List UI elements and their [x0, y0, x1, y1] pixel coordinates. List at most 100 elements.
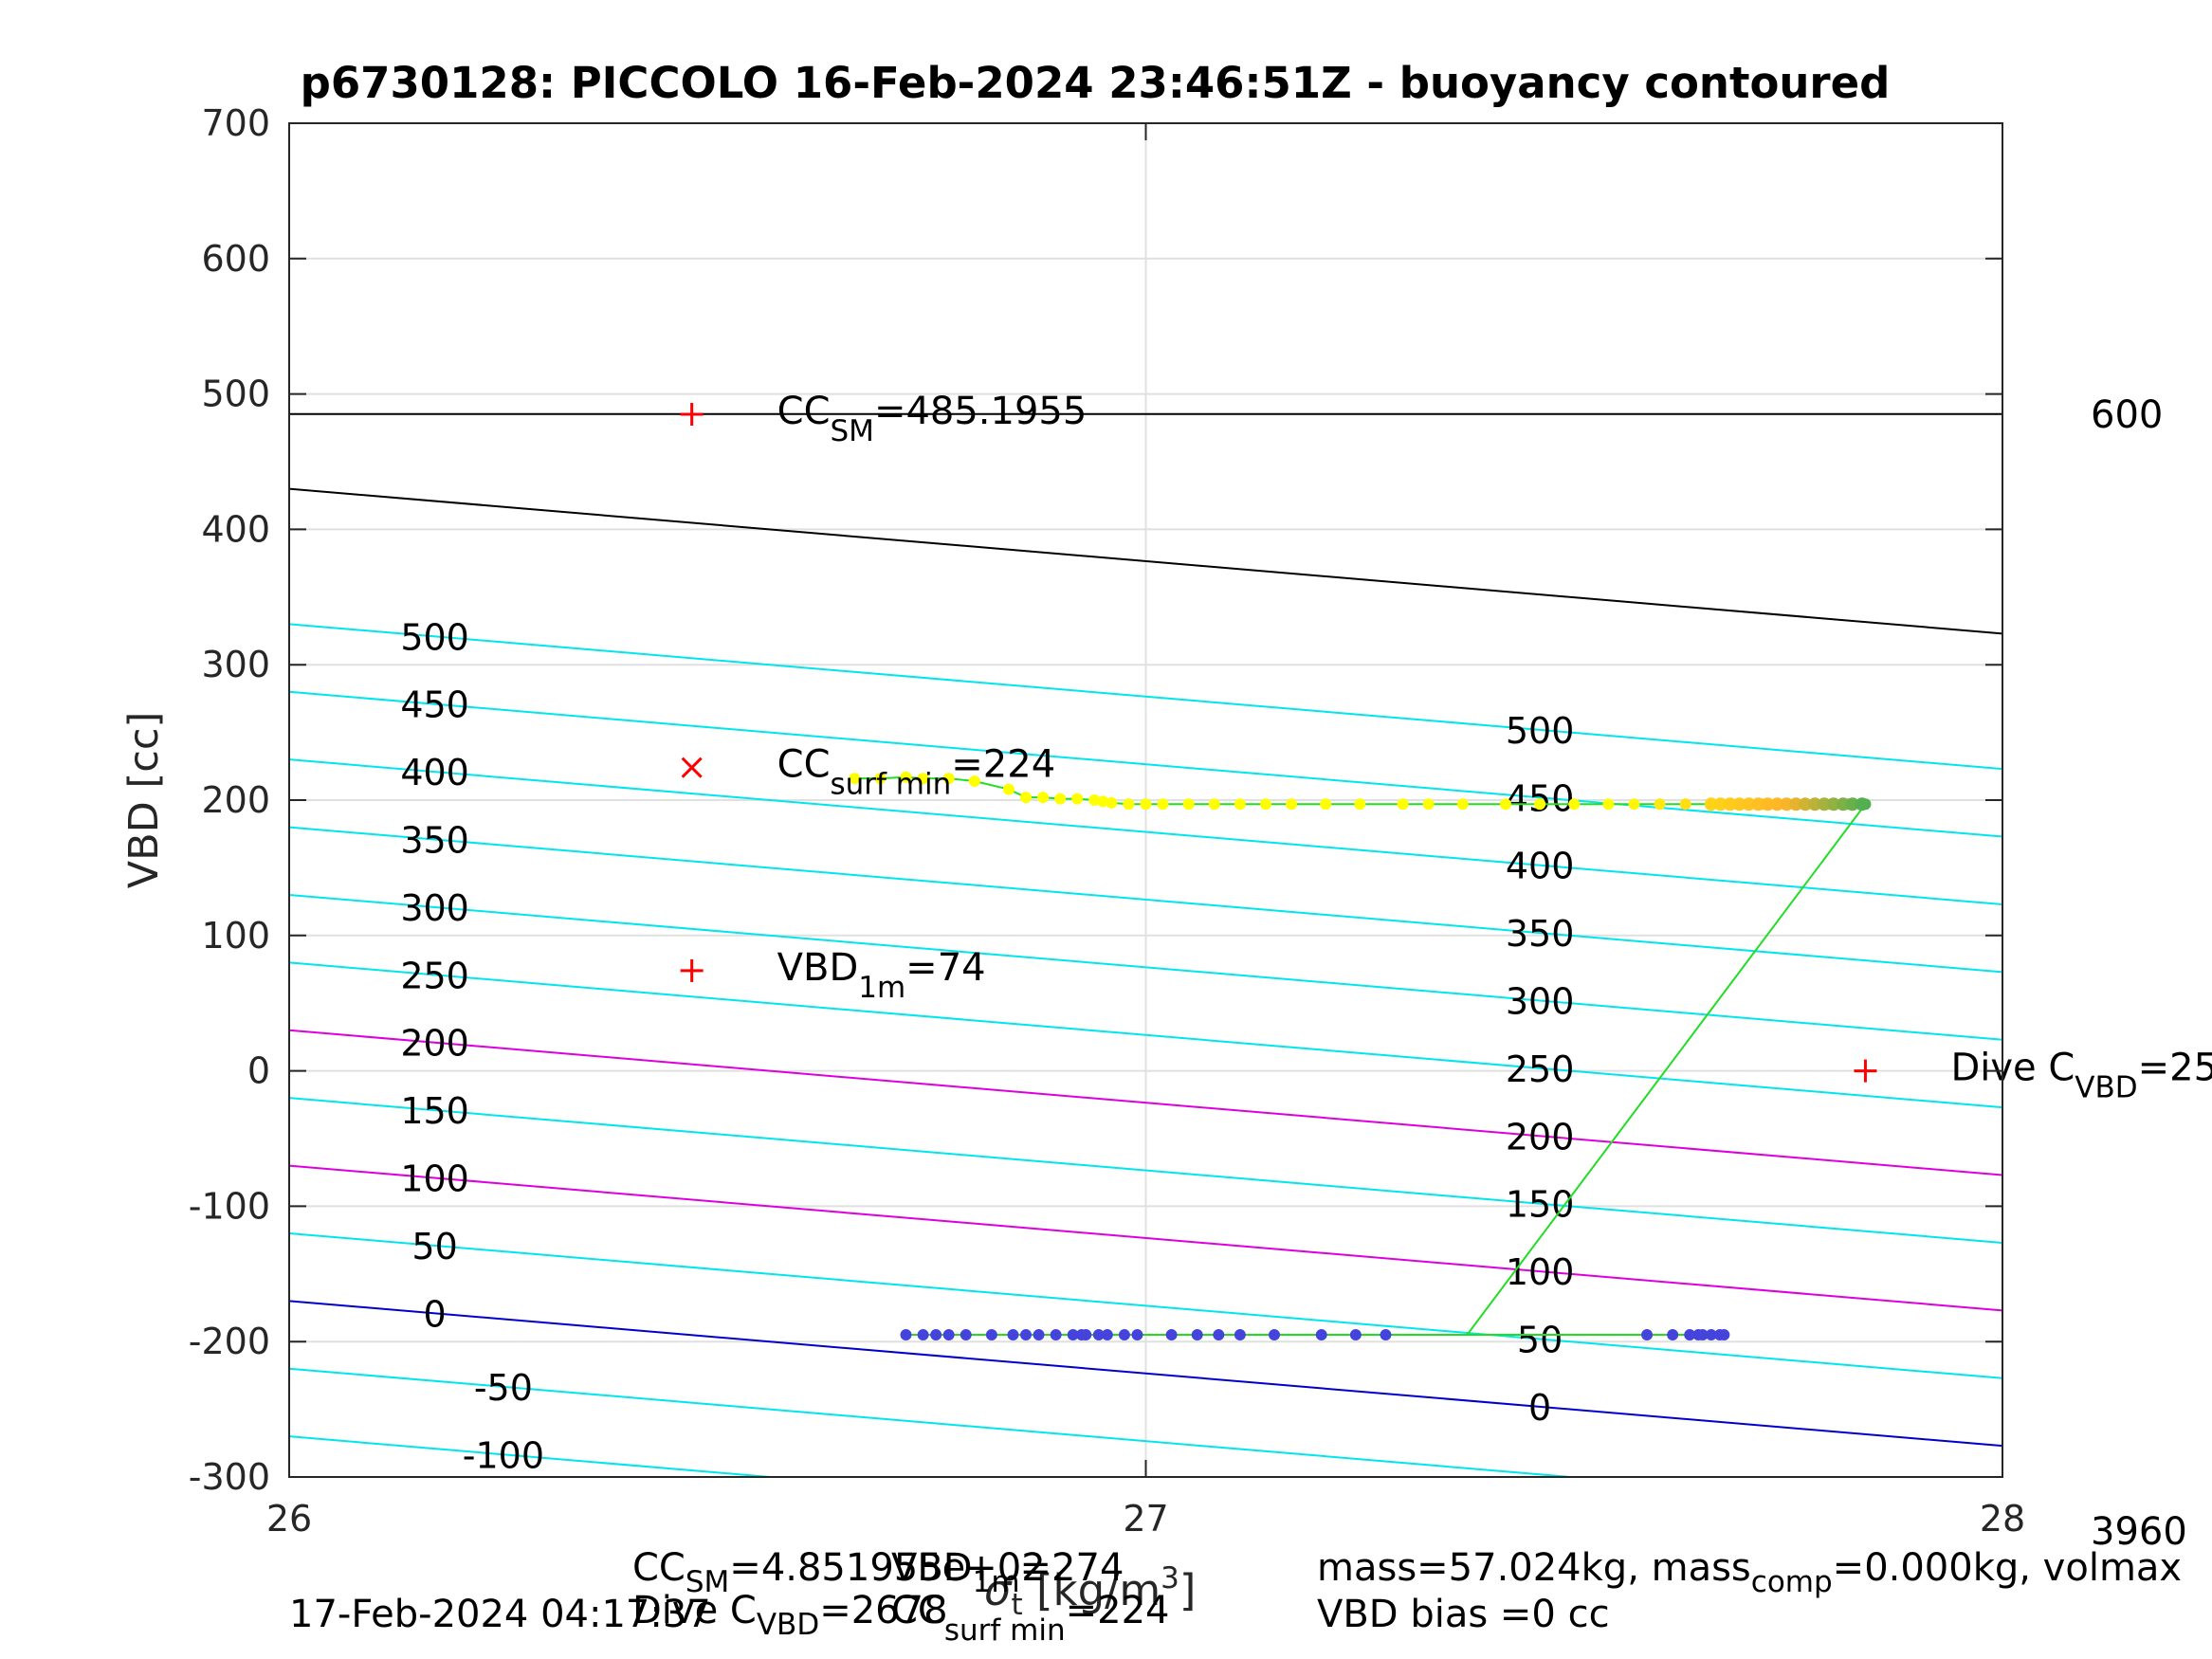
contour-line [289, 826, 2002, 974]
marker-label: Dive CVBD=25 [1950, 1047, 2212, 1105]
dive-point [985, 1329, 997, 1341]
climb-point [1499, 798, 1511, 811]
x-label-sup: 3 [1161, 1561, 1179, 1595]
contour-line [289, 1164, 2002, 1312]
climb-point [1704, 797, 1718, 811]
footer-stats: CCSM=4.851955e+02 VBD1m=274 Dive CVBD=26… [289, 1546, 2182, 1648]
marker-label: CCsurf min=224 [777, 743, 1056, 802]
climb-point [1654, 798, 1666, 811]
footer-date: 17-Feb-2024 04:17:37 [289, 1593, 711, 1636]
marker-label: CCSM=485.1955 [777, 390, 1088, 448]
dive-point [1684, 1329, 1696, 1341]
dive-point [960, 1329, 972, 1341]
climb-point [1157, 798, 1169, 811]
climb-point [1320, 798, 1332, 811]
contour-line [289, 961, 2002, 1109]
climb-point [1534, 798, 1546, 811]
plus-marker [1854, 1059, 1877, 1083]
footer-vbd-1m: VBD1m=274 [891, 1546, 1124, 1599]
contour-line [289, 1097, 2002, 1244]
contour-label-left: 150 [400, 1090, 469, 1132]
climb-point [1827, 797, 1841, 811]
contour-label-right: 50 [1517, 1320, 1563, 1361]
climb-point [1286, 798, 1298, 811]
dive-point [1118, 1329, 1130, 1341]
climb-point [1208, 798, 1220, 811]
x-label-sub: t [1012, 1588, 1023, 1622]
contour-line [289, 1231, 2002, 1379]
footer-mass: mass=57.024kg, masscomp=0.000kg, volmax [1317, 1546, 2182, 1599]
y-tick-label: 200 [201, 779, 270, 821]
contour-label-right: 200 [1506, 1116, 1575, 1158]
x-tick-label: 26 [266, 1498, 312, 1540]
climb-point [1182, 798, 1195, 811]
contour-label-right: 100 [1506, 1251, 1575, 1293]
climb-point [917, 773, 929, 785]
climb-point [1808, 797, 1822, 811]
contour-labels: 5005004504504004003503503003002502502002… [400, 393, 2186, 1554]
contour-label-left: 500 [400, 616, 469, 658]
y-tick-label: 600 [201, 238, 270, 280]
climb-points [849, 771, 1872, 811]
climb-point [1088, 794, 1101, 806]
dive-point [1033, 1329, 1045, 1341]
climb-point [1354, 798, 1366, 811]
connector-line [1466, 803, 1867, 1336]
dive-point [900, 1329, 912, 1341]
contour-label-left: -50 [474, 1367, 533, 1409]
climb-point [1106, 796, 1118, 809]
contour-label-left: 200 [400, 1023, 469, 1065]
grid-lines [288, 122, 2003, 1478]
contour-label-right: 250 [1506, 1048, 1575, 1090]
dive-point [1269, 1329, 1281, 1341]
dive-point [930, 1329, 942, 1341]
dive-point [1213, 1329, 1225, 1341]
x-tick-label: 28 [1980, 1498, 2025, 1540]
climb-point [1732, 797, 1746, 811]
climb-point [942, 773, 955, 785]
climb-point [1140, 798, 1152, 811]
dive-point [1667, 1329, 1679, 1341]
dive-point [1718, 1329, 1730, 1341]
contour-label-left: 0 [424, 1293, 447, 1335]
x-label-units: [kg/m [1023, 1565, 1161, 1615]
dive-point [1349, 1329, 1362, 1341]
reference-markers: CCSM=485.1955 CCsurf min=224 VBD1m=74 Dive … [680, 390, 2212, 1105]
climb-point [900, 771, 912, 783]
climb-point [1123, 798, 1135, 811]
climb-point [1761, 797, 1775, 811]
marker-label: VBD1m=74 [777, 946, 986, 1005]
buoyancy-contours [289, 487, 2002, 1477]
plus-marker [680, 958, 704, 982]
dive-point [1696, 1329, 1709, 1341]
dive-point [1705, 1329, 1717, 1341]
climb-point [1602, 798, 1615, 811]
climb-point [1234, 798, 1246, 811]
dive-point [1067, 1329, 1079, 1341]
climb-point [1037, 792, 1050, 804]
contour-line [289, 487, 2002, 635]
climb-point [1713, 797, 1728, 811]
y-tick-label: 300 [201, 644, 270, 685]
contour-label-right: 500 [1506, 710, 1575, 752]
y-tick-label: 700 [201, 102, 270, 144]
contour-label-right: 400 [1506, 846, 1575, 887]
dive-point [1315, 1329, 1327, 1341]
y-tick-label: 100 [201, 915, 270, 957]
y-tick-label: 400 [201, 508, 270, 550]
dive-point [1080, 1329, 1092, 1341]
x-marker [681, 757, 703, 778]
contour-line [289, 1435, 781, 1477]
climb-point [1397, 798, 1409, 811]
contour-line [289, 690, 2002, 838]
footer-cc-surf-min: CCsurf min=224 [891, 1589, 1170, 1648]
contour-label-left: -100 [463, 1434, 544, 1476]
contour-line [289, 1300, 2002, 1448]
climb-point [1020, 792, 1033, 804]
climb-point [1855, 797, 1869, 811]
dive-point [1165, 1329, 1178, 1341]
dive-point [1050, 1329, 1062, 1341]
climb-point [874, 773, 887, 785]
